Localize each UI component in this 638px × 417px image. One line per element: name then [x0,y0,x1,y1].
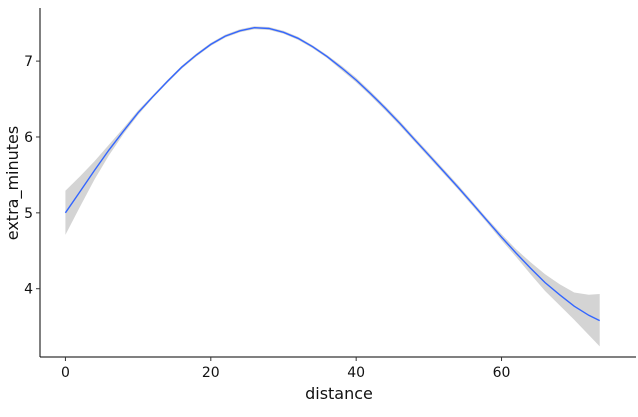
axes [39,8,636,358]
x-tick-label: 40 [347,365,365,381]
smooth-trend-line [64,26,601,322]
x-axis-ticks: 0 20 40 60 [61,357,510,381]
y-tick-label: 5 [24,206,33,222]
y-axis-ticks: 4 5 6 7 [24,54,40,298]
y-axis-title: extra_minutes [3,126,23,240]
x-tick-label: 60 [493,365,511,381]
y-tick-label: 7 [24,54,33,70]
x-tick-label: 0 [61,365,70,381]
x-axis-title: distance [305,384,373,403]
y-tick-label: 4 [24,282,33,298]
confidence-ribbon-layer [65,26,600,347]
confidence-band [65,26,600,347]
y-tick-label: 6 [24,130,33,146]
trend-line-layer [64,26,601,322]
x-tick-label: 20 [202,365,220,381]
